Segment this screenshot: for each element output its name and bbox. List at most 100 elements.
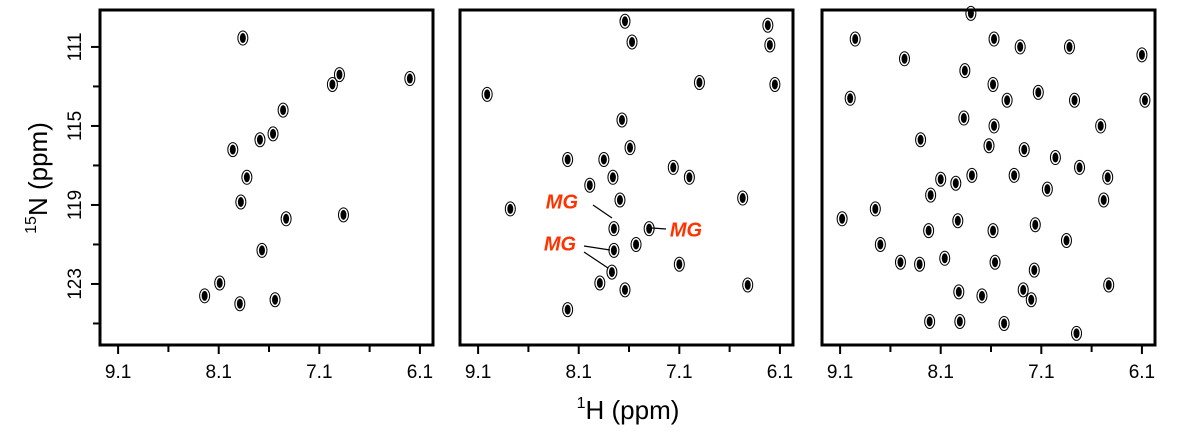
peak (923, 223, 935, 239)
peak-contour (1001, 92, 1013, 108)
peak (1049, 150, 1061, 166)
peak-core (927, 190, 934, 201)
peak-core (616, 195, 623, 206)
peak-core (484, 89, 491, 100)
x-tick-label: 8.1 (566, 362, 592, 383)
peak-contour (199, 288, 211, 304)
peak-core (336, 69, 343, 80)
peak-core (1020, 284, 1027, 295)
peak (1008, 167, 1020, 183)
peak-core (991, 34, 998, 45)
peak (693, 74, 705, 90)
peak (616, 112, 628, 128)
peak (762, 17, 774, 33)
peak-contour (1017, 282, 1029, 298)
peak (1014, 39, 1026, 55)
peak-core (839, 213, 846, 224)
peak (958, 110, 970, 126)
peak (1069, 92, 1081, 108)
peak-contour (965, 5, 977, 21)
peak-contour (326, 76, 338, 92)
peak-core (258, 245, 265, 256)
peak-core (1073, 328, 1080, 339)
peak (254, 132, 266, 148)
peak-core (272, 294, 279, 305)
peak (1028, 262, 1040, 278)
peak-contour (935, 171, 947, 187)
y-label-text: N (ppm) (23, 122, 53, 216)
peak-core (329, 79, 336, 90)
peak-contour (1029, 217, 1041, 233)
peak (673, 256, 685, 272)
peak-core (280, 105, 287, 116)
peak (844, 90, 856, 106)
peak-core (926, 316, 933, 327)
peak (924, 313, 936, 329)
peak-contour (562, 302, 574, 318)
peak-contour (404, 71, 416, 87)
peak-core (618, 115, 625, 126)
peak-contour (624, 140, 636, 156)
peak-contour (280, 211, 292, 227)
peak-contour (337, 207, 349, 223)
peak-core (916, 259, 923, 270)
peak (1041, 181, 1053, 197)
peak (598, 152, 610, 168)
peak-core (739, 193, 746, 204)
peak (562, 152, 574, 168)
peak-contour (1103, 277, 1115, 293)
peak (630, 236, 642, 252)
peak-core (686, 172, 693, 183)
peak-contour (1139, 92, 1151, 108)
peak-core (897, 257, 904, 268)
peak (953, 284, 965, 300)
peak-contour (983, 138, 995, 154)
peak-contour (1041, 181, 1053, 197)
peak-contour (836, 211, 848, 227)
peak-core (744, 279, 751, 290)
peak-contour (769, 76, 781, 92)
peak-core (925, 225, 932, 236)
peak-contour (959, 63, 971, 79)
peak-core (1141, 95, 1148, 106)
peak-core (586, 180, 593, 191)
x-tick-label: 6.1 (1129, 362, 1155, 383)
peak-core (239, 33, 246, 44)
peak (987, 223, 999, 239)
peak (1018, 142, 1030, 158)
peak (614, 192, 626, 208)
y-axis-label: 15N (ppm) (23, 122, 53, 234)
peak-core (1066, 41, 1073, 52)
peak-contour (952, 213, 964, 229)
peak (988, 118, 1000, 134)
peak-core (609, 172, 616, 183)
peak-contour (1032, 84, 1044, 100)
peak-core (1021, 144, 1028, 155)
peak-contour (673, 256, 685, 272)
peak-contour (606, 264, 618, 280)
peak-contour (267, 126, 279, 142)
peak-core (236, 298, 243, 309)
peak-contour (1028, 262, 1040, 278)
peak-contour (598, 152, 610, 168)
y-label-superscript: 15 (23, 216, 40, 234)
peak (983, 138, 995, 154)
peak (241, 169, 253, 185)
x-tick-label: 7.1 (666, 362, 692, 383)
peak-contour (914, 256, 926, 272)
peak-core (1044, 184, 1051, 195)
peak (269, 292, 281, 308)
peak (987, 76, 999, 92)
peak (404, 71, 416, 87)
peak-core (243, 172, 250, 183)
peak (277, 102, 289, 118)
peak (874, 236, 886, 252)
peak-contour (988, 31, 1000, 47)
peak-core (283, 213, 290, 224)
peak-core (633, 239, 640, 250)
peak (1060, 233, 1072, 249)
peak-core (229, 144, 236, 155)
peak (1102, 169, 1114, 185)
peak (989, 254, 1001, 270)
